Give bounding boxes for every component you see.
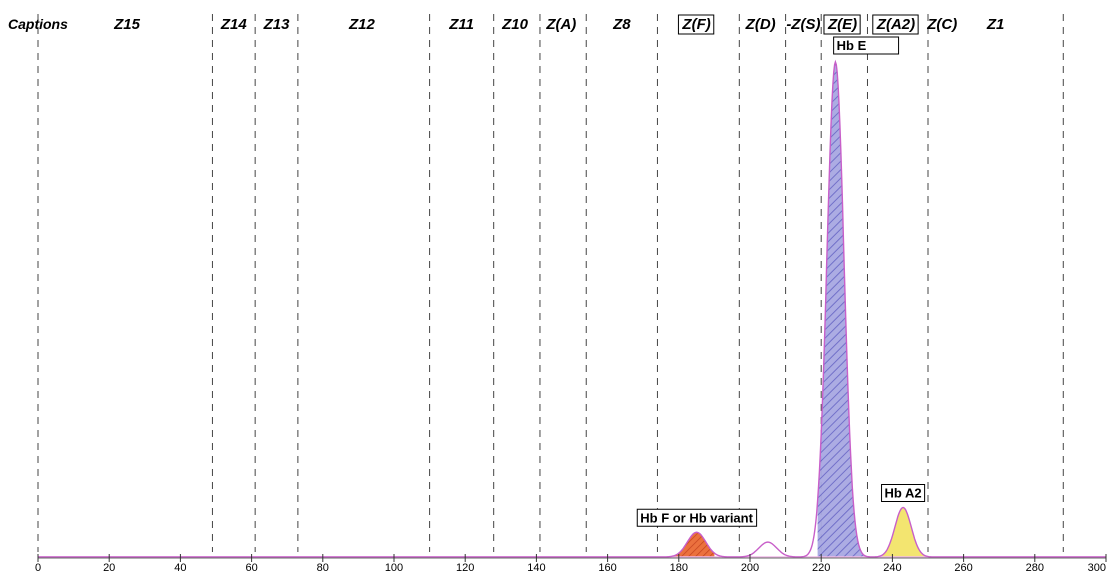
x-tick-label-3: 60 <box>245 562 257 574</box>
zone-label-4: Z11 <box>448 16 474 33</box>
zone-label-13: Z(C) <box>926 16 957 33</box>
peak-label-0: Hb F or Hb variant <box>640 510 753 525</box>
peak-fill-1 <box>817 62 868 557</box>
peak-fills <box>671 62 928 557</box>
peak-label-1: Hb E <box>837 38 867 53</box>
x-tick-label-14: 280 <box>1026 562 1044 574</box>
x-tick-label-4: 80 <box>317 562 329 574</box>
x-tick-label-6: 120 <box>456 562 474 574</box>
x-tick-label-8: 160 <box>598 562 616 574</box>
x-tick-label-12: 240 <box>883 562 901 574</box>
peak-label-box-0 <box>636 508 758 527</box>
x-tick-label-10: 200 <box>741 562 759 574</box>
caption-title: Captions <box>8 16 68 32</box>
peak-fill-2 <box>881 507 928 557</box>
zone-boundaries <box>37 14 1064 552</box>
zone-label-9: Z(D) <box>745 16 776 33</box>
x-tick-label-5: 100 <box>385 562 403 574</box>
peak-label-box-2 <box>881 484 926 502</box>
zone-label-7: Z8 <box>612 16 631 33</box>
zone-label-5: Z10 <box>501 16 529 33</box>
zone-label-box-8 <box>677 14 715 35</box>
x-tick-label-11: 220 <box>812 562 830 574</box>
peak-label-box-1 <box>833 36 900 55</box>
zone-label-8: Z(F) <box>681 16 710 33</box>
zone-label-11: Z(E) <box>827 16 857 33</box>
x-tick-label-0: 0 <box>35 562 41 574</box>
x-tick-label-15: 300 <box>1088 562 1106 574</box>
zone-label-box-12 <box>872 14 919 35</box>
zone-label-0: Z15 <box>113 16 141 33</box>
zone-labels: Captions Z15 Z14 Z13 Z12 Z11 Z10 Z(A) Z8 Z(F) Z(D… <box>8 14 1005 35</box>
zone-label-3: Z12 <box>348 16 376 33</box>
x-axis: 0 20 40 60 80 100 120 140 160 180 200 220 240 260 280 3… <box>35 554 1107 574</box>
zone-label-2: Z13 <box>263 16 291 33</box>
x-tick-label-7: 140 <box>527 562 545 574</box>
x-tick-label-1: 20 <box>103 562 115 574</box>
zone-label-box-11 <box>823 14 861 35</box>
zone-label-1: Z14 <box>220 16 248 33</box>
x-tick-label-13: 260 <box>954 562 972 574</box>
zone-label-14: Z1 <box>986 16 1005 33</box>
zone-label-6: Z(A) <box>545 16 576 33</box>
density-curve-layer <box>38 59 1106 558</box>
peak-labels: Hb F or Hb variant Hb E Hb A2 <box>636 36 926 527</box>
x-tick-label-9: 180 <box>670 562 688 574</box>
zone-label-10: -Z(S) <box>786 16 820 33</box>
x-tick-label-2: 40 <box>174 562 186 574</box>
zone-label-12: Z(A2) <box>876 16 915 33</box>
density-curve <box>38 59 1106 558</box>
peak-label-2: Hb A2 <box>885 486 922 501</box>
peak-fill-0 <box>671 532 715 557</box>
